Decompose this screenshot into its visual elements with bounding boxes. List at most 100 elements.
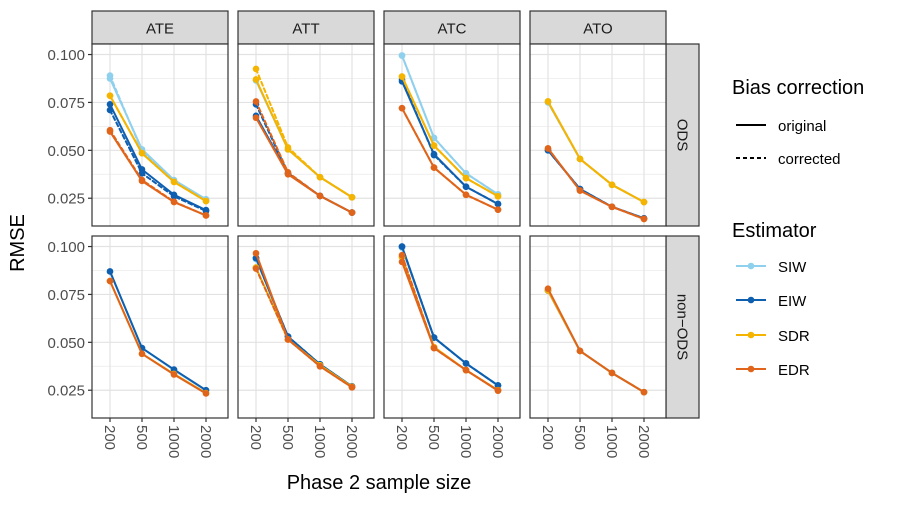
legend-label: EDR — [778, 362, 810, 379]
data-point-edr — [138, 176, 146, 184]
data-point-edr — [576, 187, 584, 194]
data-point-siw — [462, 170, 470, 177]
panel-border — [91, 235, 229, 419]
data-point-edr — [170, 198, 178, 205]
panel-att-row1 — [237, 235, 375, 419]
strip-row-1: non−ODS — [665, 235, 700, 419]
legend-label-corrected: corrected — [778, 151, 841, 168]
panel-background — [92, 44, 228, 226]
legend-item-edr: EDR — [736, 362, 810, 379]
panel-ato-row0 — [529, 43, 667, 227]
data-point-sdr — [284, 144, 292, 151]
data-point-edr — [494, 387, 502, 394]
series-line-edr-corrected — [401, 254, 499, 392]
data-point-eiw — [106, 268, 114, 275]
data-point-edr — [252, 114, 260, 122]
series-line-sdr-corrected — [401, 75, 499, 198]
series-line-edr-original — [109, 280, 207, 395]
data-point-eiw — [430, 151, 438, 159]
series-line-eiw-original — [109, 103, 207, 212]
data-point-edr — [348, 209, 356, 216]
x-tick-label: 200 — [539, 425, 556, 450]
series-line-edr-original — [547, 287, 645, 394]
strip-atc: ATC — [383, 10, 521, 45]
column-strips: ATE ATT ATC ATO — [91, 10, 667, 45]
data-point-edr — [202, 390, 210, 397]
series-line-sdr-corrected — [547, 100, 645, 204]
data-point-sdr — [462, 174, 470, 182]
strip-background — [665, 235, 700, 419]
x-tick-label: 2000 — [635, 425, 652, 458]
y-axis-title: RMSE — [7, 214, 29, 272]
data-point-edr — [430, 344, 438, 352]
legend-label: SDR — [778, 328, 810, 345]
x-tick-label: 1000 — [457, 425, 474, 458]
data-point-edr — [462, 191, 470, 199]
x-axes: 200 500 1000 2000 200 500 1000 2000 200 500 1000 20… — [101, 418, 652, 458]
x-tick-label: 200 — [393, 425, 410, 450]
panel-ato-row1 — [529, 235, 667, 419]
series-line-sdr-corrected — [109, 94, 207, 203]
panel-border — [529, 235, 667, 419]
strip-label: ATT — [292, 21, 319, 38]
series-line-siw-corrected — [401, 54, 499, 196]
data-point-edr — [462, 366, 470, 374]
y-tick-label: 0.100 — [47, 239, 85, 256]
data-point-edr — [106, 277, 114, 285]
y-axes: 0.025 0.050 0.075 0.100 0.025 0.050 0.075 0.100 — [47, 47, 92, 400]
x-tick-label: 2000 — [197, 425, 214, 458]
data-point-eiw — [462, 183, 470, 191]
data-point-edr — [316, 192, 324, 200]
panel-border — [383, 235, 521, 419]
series-line-eiw-corrected — [109, 109, 207, 213]
strip-label: non−ODS — [674, 294, 691, 360]
data-point-sdr — [494, 193, 502, 200]
data-point-edr — [608, 369, 616, 377]
x-tick-label: 500 — [133, 425, 150, 450]
strip-ato: ATO — [529, 10, 667, 45]
strip-label: ODS — [674, 119, 691, 152]
x-tick-label: 1000 — [603, 425, 620, 458]
legend-label-original: original — [778, 118, 826, 135]
data-point-sdr — [106, 92, 114, 100]
legend-item-eiw: EIW — [736, 293, 807, 310]
x-tick-label: 1000 — [311, 425, 328, 458]
data-point-sdr — [398, 73, 406, 80]
y-tick-label: 0.100 — [47, 47, 85, 64]
data-point-sdr — [170, 178, 178, 186]
data-point-edr — [398, 258, 406, 266]
data-point-edr — [252, 265, 260, 272]
data-point-eiw — [138, 170, 146, 177]
data-point-edr — [576, 347, 584, 355]
data-point-edr — [106, 126, 114, 134]
data-point-sdr — [576, 155, 584, 163]
panel-background — [530, 44, 666, 226]
y-tick-label: 0.050 — [47, 143, 85, 160]
data-point-eiw — [170, 193, 178, 200]
series-line-edr-corrected — [255, 267, 353, 389]
series-line-edr-corrected — [401, 107, 499, 211]
data-point-edr — [544, 285, 552, 292]
data-point-eiw — [398, 243, 406, 250]
data-point-sdr — [202, 197, 210, 205]
panel-background — [530, 236, 666, 418]
data-point-edr — [138, 350, 146, 358]
y-tick-label: 0.025 — [47, 383, 85, 400]
panel-atc-row0 — [383, 43, 521, 227]
data-point-edr — [202, 212, 210, 219]
data-point-sdr — [430, 142, 438, 149]
data-point-sdr — [544, 98, 552, 105]
x-tick-label: 500 — [571, 425, 588, 450]
data-point-edr — [640, 388, 648, 396]
data-point-eiw — [430, 334, 438, 341]
y-tick-label: 0.050 — [47, 335, 85, 352]
panel-ate-row0 — [91, 43, 229, 227]
data-point-edr — [348, 384, 356, 391]
y-tick-label: 0.025 — [47, 191, 85, 208]
data-point-siw — [106, 72, 114, 79]
data-point-edr — [430, 164, 438, 171]
strip-background — [237, 10, 375, 45]
data-point-edr — [170, 371, 178, 378]
legend-key-point — [747, 331, 755, 339]
